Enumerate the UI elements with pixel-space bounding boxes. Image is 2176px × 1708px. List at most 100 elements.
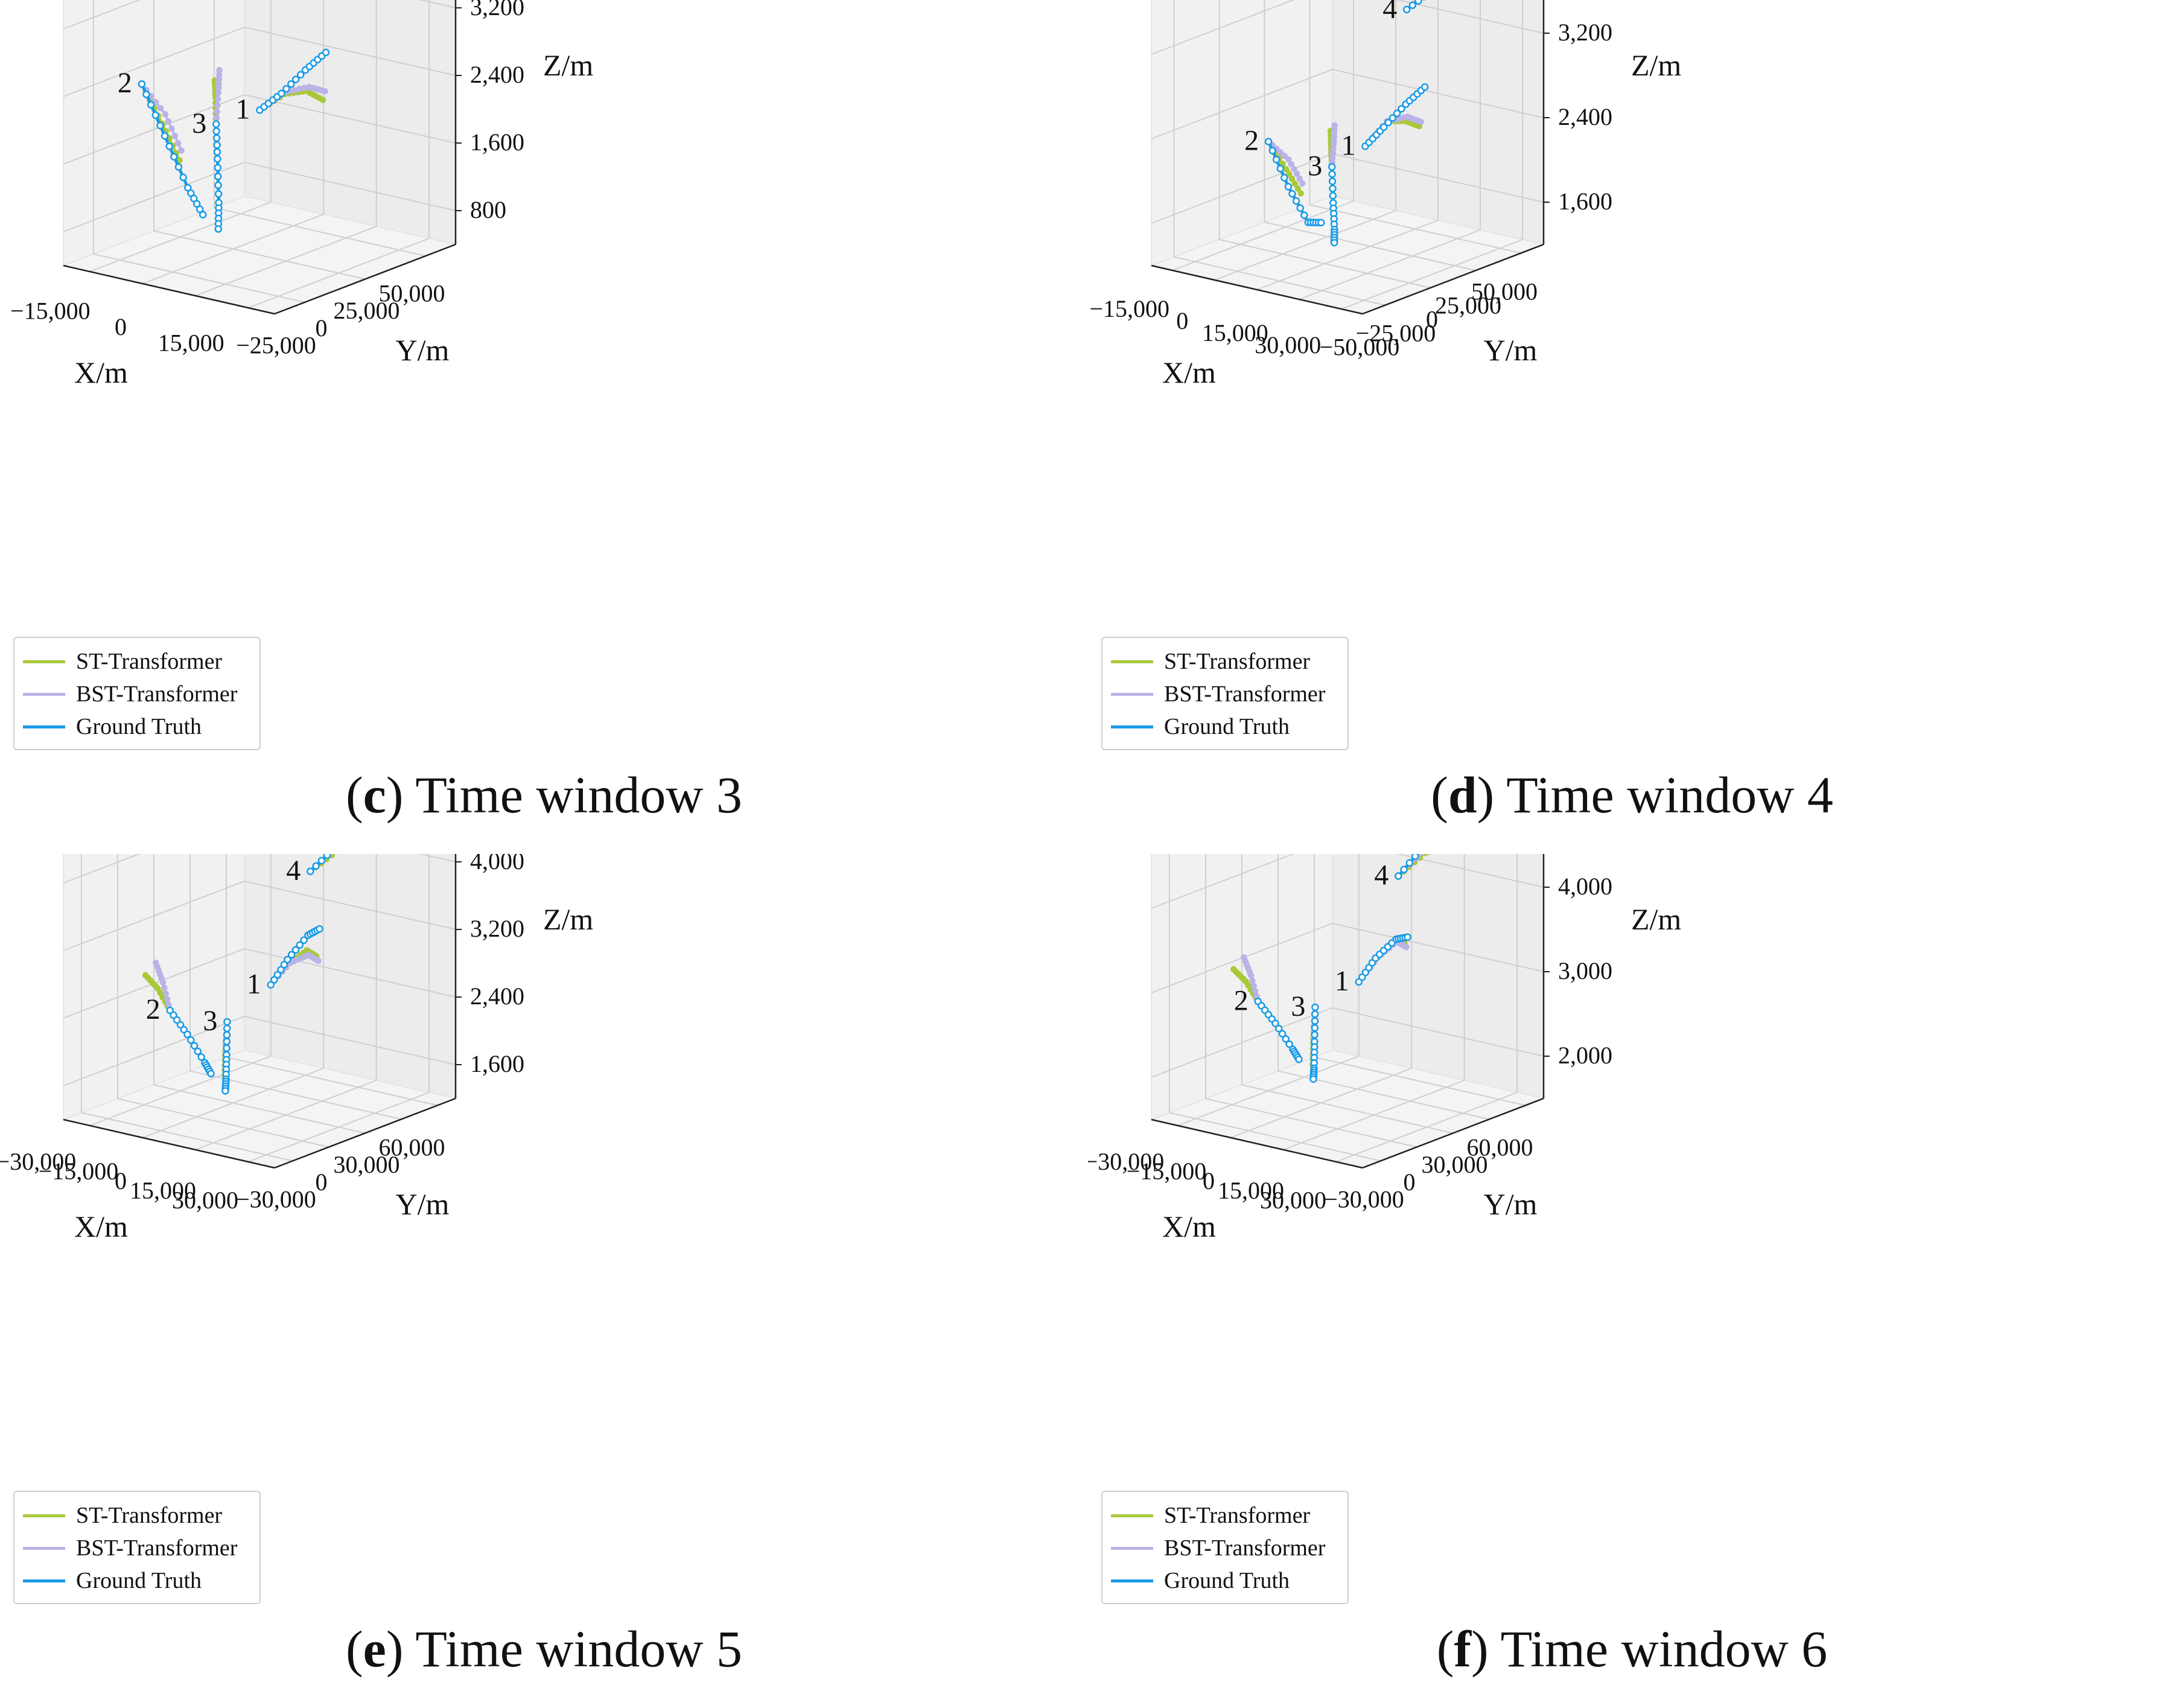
ground-truth-point [214, 164, 222, 172]
y-gridline-floor [142, 214, 324, 284]
y-tick-label: 0 [316, 1168, 328, 1196]
caption-letter: f [1454, 1620, 1472, 1678]
ground-truth-point [197, 1053, 205, 1061]
ground-truth-point [147, 101, 155, 109]
y-gridline-floor [89, 1056, 272, 1126]
ground-truth-point [1284, 183, 1293, 191]
ground-truth-point [1311, 1031, 1319, 1039]
ground-truth-point [1276, 165, 1285, 173]
ground-truth-point [156, 121, 164, 130]
ground-truth-point [1264, 138, 1273, 145]
ground-truth-line-track-4 [1397, 854, 1419, 878]
z-gridline [63, 161, 456, 232]
ground-truth-point [212, 120, 220, 129]
ground-truth-point [296, 71, 305, 79]
ground-truth-point [1328, 177, 1337, 185]
ground-truth-point [296, 941, 304, 949]
ground-truth-point [187, 189, 195, 197]
z-tick-label: 3,200 [470, 915, 524, 942]
bst-transformer-point [1403, 943, 1410, 951]
ground-truth-point [1328, 170, 1336, 178]
z-tick-label: 3,200 [1558, 19, 1612, 46]
panel-c: −15,000 0 15,000 −25,000 0 25,000 50,000 800 1,6… [0, 0, 1088, 854]
x-axis-line [1151, 1118, 1363, 1169]
ground-truth-point [1311, 1010, 1319, 1018]
ground-truth-point [194, 1047, 202, 1056]
y-axis-label: Y/m [396, 1187, 450, 1221]
ground-truth-point [267, 981, 275, 989]
ground-truth-point [1384, 118, 1392, 127]
bst-transformer-point [1285, 156, 1292, 163]
track-label-1: 1 [235, 93, 250, 125]
ground-truth-point [1292, 197, 1300, 205]
y-axis-line [1362, 243, 1544, 315]
legend-swatch-gt [1111, 1579, 1153, 1582]
z-gridline [63, 854, 456, 884]
panel-f: −30,000 −15,000 0 15,000 30,000 −30,000 0 30,00… [1088, 854, 2176, 1708]
ground-truth-point [323, 854, 331, 859]
bst-transformer-point [164, 996, 171, 1002]
ground-truth-point [1280, 174, 1288, 182]
z-tick-label: 2,400 [1558, 103, 1612, 130]
z-tick-label: 3,000 [1558, 957, 1612, 984]
z-axis-label: Z/m [1631, 48, 1681, 82]
y-tick-label: 0 [1404, 1168, 1416, 1196]
bst-transformer-point [157, 105, 164, 112]
x-tick-label: 30,000 [1255, 331, 1321, 358]
grid [1151, 854, 1544, 1162]
ground-truth-point [1329, 192, 1337, 200]
bst-transformer-point [214, 108, 220, 115]
legend-label-bst: BST-Transformer [1164, 681, 1326, 707]
x-tick-label: −15,000 [10, 297, 91, 324]
track-label-4: 4 [286, 855, 301, 887]
bst-transformer-point [214, 95, 221, 103]
y-tick-label: 50,000 [1471, 278, 1538, 305]
ground-truth-point [1278, 1030, 1287, 1038]
x-gridline-floor [214, 207, 426, 257]
y-tick-label: 30,000 [1422, 1151, 1488, 1178]
grid [63, 0, 456, 308]
ground-truth-point [223, 1018, 231, 1026]
ground-truth-point [212, 134, 221, 142]
x-gridline-floor [117, 1098, 329, 1148]
ground-truth-point [212, 127, 220, 135]
y-tick-label: −30,000 [236, 1186, 316, 1213]
bst-transformer-point [213, 115, 220, 121]
track-label-3: 3 [192, 107, 206, 139]
ground-truth-point [221, 1087, 229, 1095]
ground-truth-point [183, 1030, 191, 1039]
caption-title: Time window 4 [1506, 766, 1833, 824]
ground-truth-point [317, 856, 326, 865]
legend-swatch-bst [23, 692, 65, 696]
track-label-1: 1 [1335, 965, 1349, 997]
z-gridline [63, 0, 456, 30]
st-transformer-point [1288, 176, 1296, 182]
legend-swatch-st [1111, 660, 1153, 663]
ground-truth-point [190, 194, 198, 203]
x-gridline-floor [1314, 1056, 1526, 1106]
x-tick-label: 30,000 [1260, 1187, 1326, 1214]
st-transformer-point [1294, 185, 1302, 192]
bst-transformer-point [165, 1001, 172, 1009]
y-tick-label: 60,000 [1467, 1133, 1533, 1161]
track-label-2: 2 [1234, 984, 1249, 1016]
legend-swatch-gt [23, 1579, 65, 1582]
z-gridline [63, 880, 456, 951]
z-tick-label: 1,600 [1558, 188, 1612, 215]
y-tick-label: 0 [1426, 306, 1438, 333]
caption-title: Time window 6 [1500, 1620, 1828, 1678]
legend-d: ST-Transformer BST-Transformer Ground Tr… [1101, 637, 1349, 750]
ground-truth-point [214, 225, 223, 233]
x-tick-label: 0 [1176, 307, 1188, 334]
x-gridline-floor [1241, 1084, 1454, 1134]
y-gridline-floor [1177, 1056, 1360, 1126]
y-axis-line [274, 1097, 456, 1169]
legend-label-st: ST-Transformer [1164, 649, 1311, 674]
bst-transformer-point [162, 990, 169, 997]
bst-transformer-point [171, 133, 179, 139]
x-tick-label: 30,000 [172, 1187, 238, 1214]
legend-swatch-gt [23, 725, 65, 728]
z-axis-label: Z/m [1631, 902, 1681, 936]
z-gridline [1151, 854, 1544, 909]
